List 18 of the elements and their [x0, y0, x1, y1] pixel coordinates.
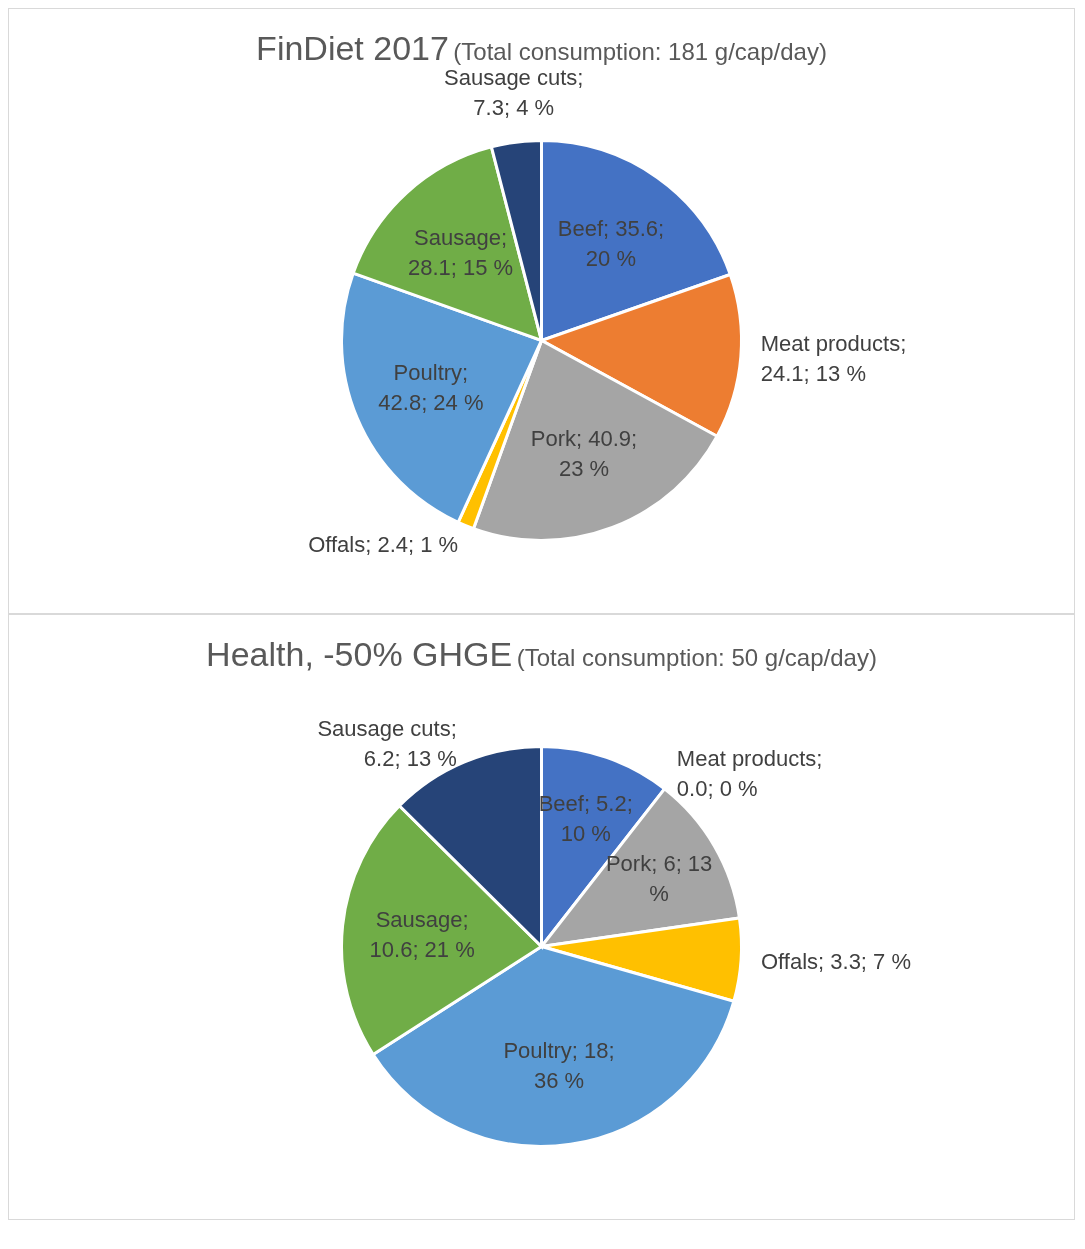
chart-subtitle: (Total consumption: 181 g/cap/day): [453, 38, 827, 65]
slice-label: Offals; 2.4; 1 %: [308, 531, 459, 557]
slice-label: Sausage cuts; 7.3; 4 %: [444, 64, 584, 120]
slice-label: Beef; 35.6; 20 %: [557, 215, 665, 271]
chart-subtitle: (Total consumption: 50 g/cap/day): [516, 644, 877, 671]
slice-label: Pork; 40.9; 23 %: [530, 425, 638, 481]
slice-label: Sausage; 28.1; 15 %: [407, 224, 514, 280]
slice-label: Sausage cuts; 6.2; 13 %: [317, 715, 457, 771]
category-label: Meat products;: [676, 745, 823, 771]
chart-title: Health, -50% GHGE: [206, 635, 513, 673]
slice-label: Sausage; 10.6; 21 %: [369, 906, 475, 962]
slice-label: Poultry; 18; 36 %: [503, 1037, 615, 1093]
slice-label: Offals; 3.3; 7 %: [761, 948, 912, 974]
chart-title: FinDiet 2017: [256, 29, 449, 67]
slice-label: Pork; 6; 13 %: [605, 850, 713, 906]
slice-label: Meat products; 24.1; 13 %: [760, 330, 907, 386]
slice-label: Poultry; 42.8; 24 %: [378, 359, 484, 415]
text: 0.0; 0 %: [676, 775, 758, 801]
